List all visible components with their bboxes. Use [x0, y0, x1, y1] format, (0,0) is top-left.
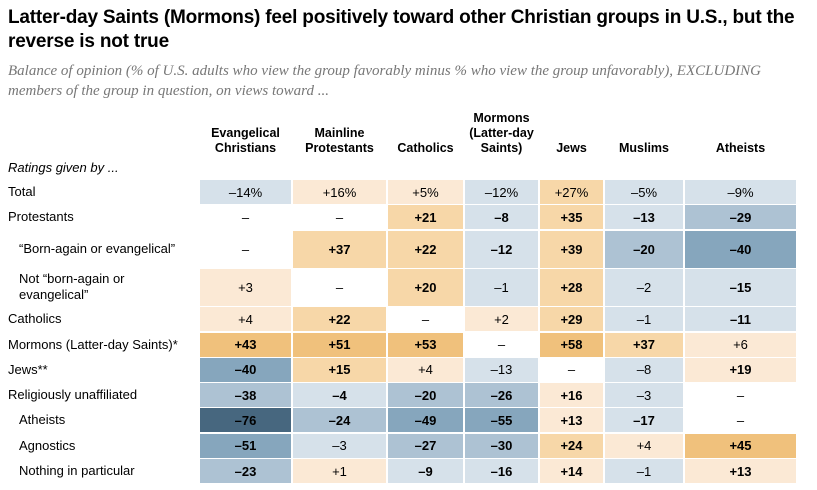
table-cell: –12%: [465, 180, 538, 204]
table-cell: +4: [200, 307, 291, 332]
table-cell: –: [293, 268, 386, 306]
table-cell: –40: [685, 230, 796, 268]
table-cell: –76: [200, 408, 291, 433]
table-cell: –13: [605, 205, 683, 230]
table-cell: –14%: [200, 180, 291, 204]
chart-subtitle: Balance of opinion (% of U.S. adults who…: [8, 63, 761, 99]
column-header: Jews: [556, 141, 587, 155]
table-cell: –: [200, 205, 291, 230]
table-cell: +16%: [293, 180, 386, 204]
table-cell: –51: [200, 433, 291, 458]
table-cell: +5%: [388, 180, 463, 204]
table-cell: +22: [293, 307, 386, 332]
table-cell: –23: [200, 459, 291, 483]
table-cell: –: [465, 332, 538, 357]
table-cell: –38: [200, 383, 291, 408]
row-label: Atheists: [19, 412, 66, 428]
table-cell: +37: [293, 230, 386, 268]
column-header: Evangelical Christians: [211, 126, 280, 155]
table-cell: –12: [465, 230, 538, 268]
table-cell: +51: [293, 332, 386, 357]
column-header: Mainline Protestants: [305, 126, 374, 155]
table-cell: –17: [605, 408, 683, 433]
table-cell: +21: [388, 205, 463, 230]
table-cell: +4: [605, 433, 683, 458]
column-header: Catholics: [397, 141, 454, 155]
table-cell: –29: [685, 205, 796, 230]
table-cell: –20: [388, 383, 463, 408]
table-cell: +13: [540, 408, 603, 433]
table-cell: –1: [465, 268, 538, 306]
table-cell: –4: [293, 383, 386, 408]
row-label: Mormons (Latter-day Saints)*: [8, 336, 178, 352]
table-cell: –: [293, 205, 386, 230]
column-header: Muslims: [618, 141, 669, 155]
row-label: Jews**: [8, 361, 48, 377]
table-cell: –: [388, 307, 463, 332]
table-cell: +13: [685, 459, 796, 483]
table-cell: +6: [685, 332, 796, 357]
table-cell: +43: [200, 332, 291, 357]
table-cell: –55: [465, 408, 538, 433]
table-cell: –: [685, 383, 796, 408]
table-cell: –2: [605, 268, 683, 306]
table-cell: –27: [388, 433, 463, 458]
row-label: Agnostics: [19, 437, 76, 453]
table-cell: +24: [540, 433, 603, 458]
table-cell: +37: [605, 332, 683, 357]
table-cell: –15: [685, 268, 796, 306]
table-cell: +19: [685, 357, 796, 382]
table-cell: –40: [200, 357, 291, 382]
row-label: Protestants: [8, 209, 74, 225]
row-label: Catholics: [8, 311, 62, 327]
table-cell: +58: [540, 332, 603, 357]
chart-title: Latter-day Saints (Mormons) feel positiv…: [8, 7, 795, 52]
table-cell: –9: [388, 459, 463, 483]
table-cell: –9%: [685, 180, 796, 204]
table-cell: –1: [605, 307, 683, 332]
row-label: Total: [8, 184, 36, 199]
table-cell: –8: [465, 205, 538, 230]
table-cell: +39: [540, 230, 603, 268]
table-cell: –3: [293, 433, 386, 458]
table-cell: +15: [293, 357, 386, 382]
row-header: Ratings given by ...: [8, 160, 119, 175]
table-cell: +16: [540, 383, 603, 408]
table-cell: +22: [388, 230, 463, 268]
table-cell: –13: [465, 357, 538, 382]
table-cell: +1: [293, 459, 386, 483]
table-cell: –20: [605, 230, 683, 268]
table-cell: +35: [540, 205, 603, 230]
table-cell: –3: [605, 383, 683, 408]
table-cell: +3: [200, 268, 291, 306]
row-label: Not “born-again or evangelical”: [19, 271, 125, 303]
table-cell: +14: [540, 459, 603, 483]
table-cell: –16: [465, 459, 538, 483]
table-cell: –5%: [605, 180, 683, 204]
table-cell: +45: [685, 433, 796, 458]
table-cell: –26: [465, 383, 538, 408]
table-cell: –: [200, 230, 291, 268]
row-label: “Born-again or evangelical”: [19, 241, 176, 257]
table-cell: +27%: [540, 180, 603, 204]
table-cell: +29: [540, 307, 603, 332]
table-cell: –8: [605, 357, 683, 382]
table-cell: +28: [540, 268, 603, 306]
table-cell: +53: [388, 332, 463, 357]
table-cell: –: [540, 357, 603, 382]
column-header: Mormons (Latter-day Saints): [469, 111, 534, 155]
column-header: Atheists: [715, 141, 766, 155]
table-cell: –: [685, 408, 796, 433]
row-label: Religiously unaffiliated: [8, 387, 138, 403]
table-cell: +20: [388, 268, 463, 306]
table-cell: +4: [388, 357, 463, 382]
row-label: Nothing in particular: [19, 463, 135, 478]
table-cell: +2: [465, 307, 538, 332]
table-cell: –1: [605, 459, 683, 483]
table-cell: –30: [465, 433, 538, 458]
table-cell: –11: [685, 307, 796, 332]
table-cell: –49: [388, 408, 463, 433]
table-cell: –24: [293, 408, 386, 433]
